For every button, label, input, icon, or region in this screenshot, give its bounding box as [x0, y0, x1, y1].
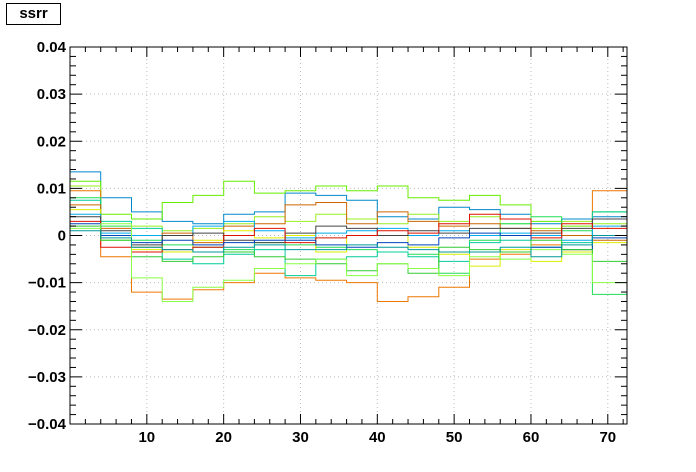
- series-line: [70, 223, 627, 302]
- series-line: [70, 180, 627, 227]
- x-tick-label: 50: [446, 429, 463, 446]
- x-tick-label: 70: [599, 429, 616, 446]
- y-tick-label: 0.01: [37, 180, 66, 197]
- y-tick-label: 0.04: [37, 39, 67, 56]
- y-tick-label: 0.03: [37, 86, 66, 103]
- y-tick-label: −0.04: [28, 416, 67, 433]
- series-line: [70, 230, 627, 258]
- series-line: [70, 190, 627, 302]
- x-tick-label: 30: [292, 429, 309, 446]
- y-tick-label: −0.03: [28, 369, 66, 386]
- x-tick-label: 60: [523, 429, 540, 446]
- axis-layer: [70, 46, 627, 425]
- y-tick-label: 0: [58, 228, 66, 245]
- series-layer: [70, 171, 627, 302]
- series-line: [70, 213, 627, 241]
- x-tick-label: 20: [215, 429, 232, 446]
- y-tick-label: −0.02: [28, 322, 66, 339]
- x-tick-label: 10: [138, 429, 155, 446]
- x-tick-label: 40: [369, 429, 386, 446]
- y-tick-label: −0.01: [28, 275, 66, 292]
- tick-label-layer: 10 20 30 40 50 60 70 −0.04 −0.03 −0.02 −0.01 0 0.01 0…: [28, 39, 616, 446]
- y-tick-label: 0.02: [37, 133, 66, 150]
- series-line: [70, 223, 627, 251]
- series-line: [70, 185, 627, 241]
- chart-title: ssrr: [6, 3, 61, 25]
- series-line: [70, 171, 627, 225]
